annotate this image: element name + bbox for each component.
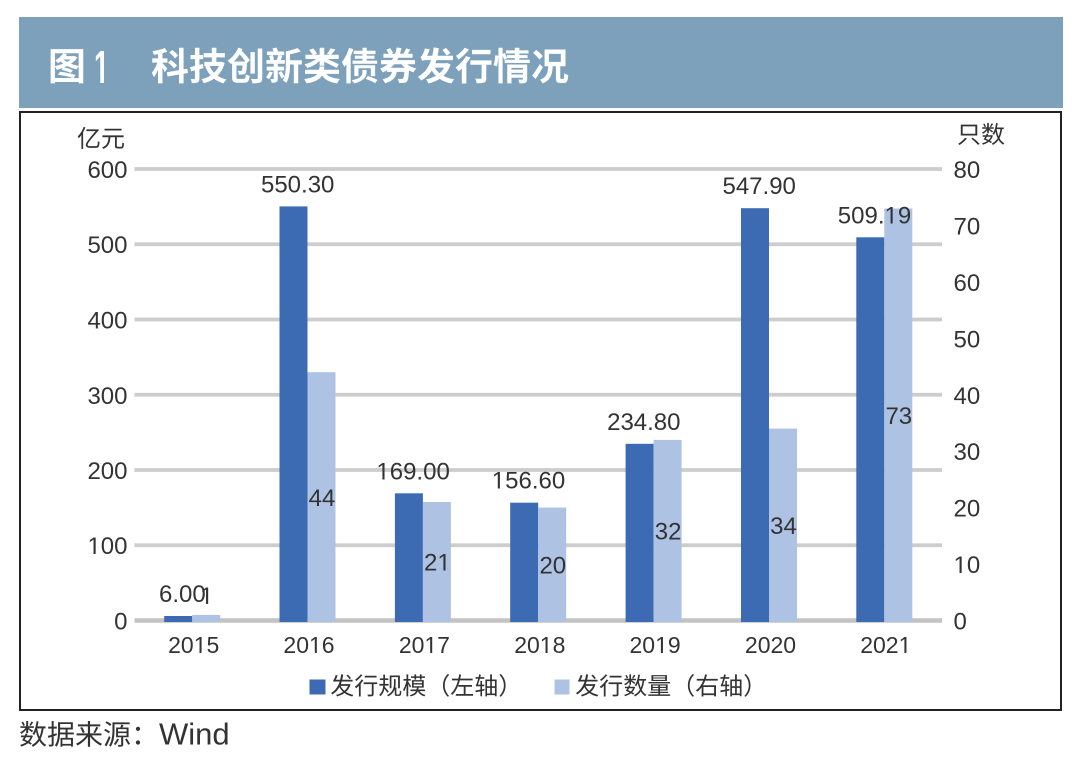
- svg-text:169.00: 169.00: [376, 458, 449, 485]
- svg-text:600: 600: [87, 157, 127, 184]
- svg-text:509.19: 509.19: [838, 202, 911, 229]
- svg-text:70: 70: [954, 213, 981, 240]
- svg-text:500: 500: [87, 232, 127, 259]
- svg-text:44: 44: [309, 485, 336, 512]
- svg-text:80: 80: [954, 157, 981, 184]
- svg-text:0: 0: [954, 609, 967, 636]
- svg-text:50: 50: [954, 326, 981, 353]
- svg-text:32: 32: [655, 519, 682, 546]
- svg-text:30: 30: [954, 439, 981, 466]
- svg-text:200: 200: [87, 458, 127, 485]
- svg-text:10: 10: [954, 552, 981, 579]
- svg-text:73: 73: [885, 403, 912, 430]
- svg-text:234.80: 234.80: [607, 409, 680, 436]
- svg-text:100: 100: [87, 533, 127, 560]
- svg-text:2015: 2015: [168, 632, 219, 658]
- svg-text:21: 21: [424, 550, 451, 577]
- svg-text:2018: 2018: [514, 632, 565, 658]
- svg-text:0: 0: [114, 609, 127, 636]
- svg-text:20: 20: [954, 496, 981, 523]
- svg-text:20: 20: [539, 553, 566, 580]
- svg-text:40: 40: [954, 383, 981, 410]
- svg-text:2019: 2019: [630, 632, 681, 658]
- svg-text:2017: 2017: [399, 632, 450, 658]
- svg-text:1: 1: [200, 583, 213, 610]
- svg-text:34: 34: [770, 513, 797, 540]
- svg-text:300: 300: [87, 383, 127, 410]
- svg-text:400: 400: [87, 308, 127, 335]
- svg-text:Wind: Wind: [159, 717, 230, 752]
- svg-text:6.00: 6.00: [159, 581, 206, 608]
- svg-text:550.30: 550.30: [261, 171, 334, 198]
- svg-text:2020: 2020: [745, 632, 796, 658]
- svg-text:1: 1: [94, 43, 109, 94]
- svg-text:2016: 2016: [283, 632, 334, 658]
- svg-text:60: 60: [954, 270, 981, 297]
- svg-text:547.90: 547.90: [722, 173, 795, 200]
- svg-text:156.60: 156.60: [492, 468, 565, 495]
